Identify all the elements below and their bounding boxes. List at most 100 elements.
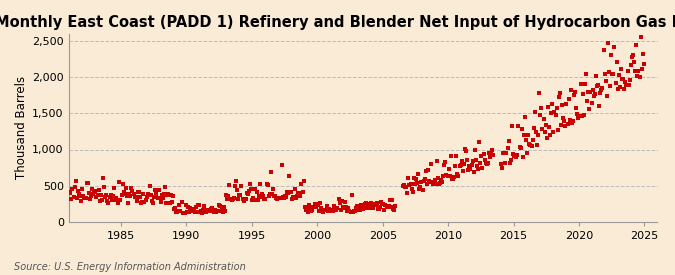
Point: [474, 140, 485, 144]
Point: [182, 210, 192, 214]
Point: [515, 145, 526, 150]
Point: [380, 203, 391, 207]
Point: [232, 188, 242, 192]
Point: [508, 152, 518, 156]
Point: [64, 190, 75, 194]
Point: [259, 197, 270, 201]
Point: [403, 175, 414, 180]
Point: [265, 192, 275, 196]
Point: [230, 184, 240, 188]
Point: [435, 178, 446, 182]
Point: [263, 183, 273, 187]
Point: [125, 194, 136, 198]
Point: [225, 197, 236, 201]
Point: [520, 138, 531, 142]
Point: [425, 180, 435, 184]
Point: [113, 201, 124, 205]
Point: [364, 202, 375, 206]
Point: [129, 195, 140, 199]
Point: [596, 88, 607, 93]
Point: [315, 201, 325, 205]
Point: [452, 172, 463, 176]
Point: [504, 161, 515, 166]
Point: [97, 198, 107, 203]
Point: [118, 190, 129, 194]
Point: [80, 196, 91, 200]
Point: [109, 197, 120, 202]
Point: [539, 130, 550, 134]
Point: [162, 192, 173, 197]
Point: [449, 175, 460, 179]
Point: [153, 188, 164, 192]
Point: [132, 190, 143, 194]
Point: [79, 196, 90, 200]
Point: [628, 59, 639, 64]
Point: [359, 202, 370, 206]
Point: [111, 196, 122, 200]
Point: [155, 200, 166, 204]
Point: [306, 209, 317, 213]
Point: [267, 192, 277, 196]
Point: [593, 83, 603, 87]
Point: [348, 210, 358, 214]
Point: [560, 124, 571, 128]
Point: [308, 205, 319, 209]
Point: [551, 106, 562, 111]
Point: [417, 188, 428, 192]
Point: [302, 210, 313, 214]
Point: [209, 209, 219, 214]
Point: [460, 147, 470, 151]
Point: [309, 202, 320, 206]
Point: [77, 187, 88, 191]
Point: [220, 209, 231, 213]
Point: [214, 204, 225, 208]
Point: [601, 94, 612, 98]
Point: [637, 51, 648, 56]
Point: [458, 169, 468, 174]
Point: [635, 35, 646, 39]
Point: [598, 48, 609, 53]
Point: [578, 113, 589, 118]
Point: [389, 208, 400, 212]
Point: [575, 81, 586, 86]
Point: [234, 193, 245, 197]
Point: [368, 205, 379, 210]
Point: [247, 197, 258, 202]
Point: [626, 55, 637, 59]
Point: [587, 88, 598, 92]
Point: [398, 184, 408, 189]
Point: [235, 193, 246, 197]
Point: [194, 202, 205, 207]
Point: [458, 162, 469, 166]
Point: [288, 196, 299, 200]
Point: [185, 206, 196, 210]
Point: [254, 194, 265, 198]
Point: [180, 203, 191, 208]
Point: [159, 192, 169, 196]
Point: [461, 149, 472, 153]
Point: [144, 184, 155, 188]
Point: [171, 210, 182, 214]
Point: [233, 197, 244, 202]
Point: [99, 185, 109, 189]
Point: [254, 182, 265, 187]
Point: [279, 194, 290, 198]
Point: [219, 205, 230, 210]
Point: [405, 182, 416, 186]
Point: [207, 206, 217, 210]
Point: [199, 204, 210, 208]
Point: [86, 187, 97, 192]
Point: [450, 163, 460, 168]
Point: [325, 208, 336, 213]
Point: [364, 205, 375, 210]
Point: [89, 190, 100, 194]
Point: [631, 43, 642, 47]
Point: [406, 187, 417, 191]
Point: [171, 210, 182, 214]
Point: [556, 123, 566, 127]
Point: [481, 161, 491, 165]
Point: [499, 151, 510, 155]
Point: [274, 196, 285, 200]
Point: [456, 159, 467, 163]
Point: [501, 150, 512, 155]
